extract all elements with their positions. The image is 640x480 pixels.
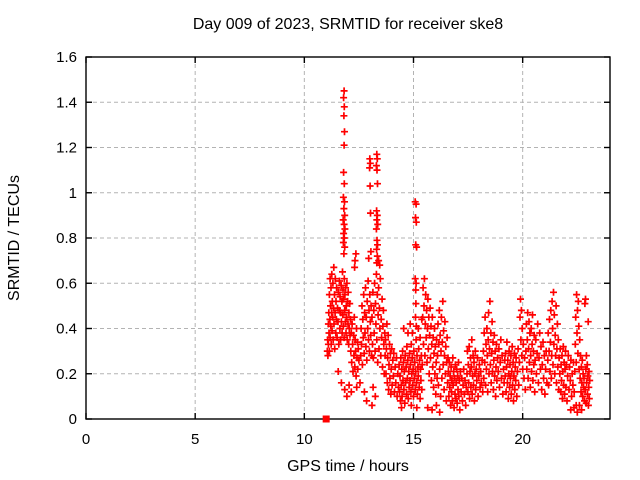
x-tick-label: 10 [296,431,313,448]
y-tick-label: 0 [69,411,77,428]
flagged-point-marker [322,415,330,423]
tick-labels: 0 5 10 15 20 0 0.2 0.4 0.6 0.8 1 1.2 1.4 1.6 [56,49,531,448]
y-tick-label: 1.4 [56,94,77,111]
series-srmtid [323,87,594,416]
y-tick-label: 1.2 [56,140,77,157]
x-tick-label: 5 [191,431,199,448]
axis-ticks [85,56,610,420]
plot-border [85,56,611,420]
x-tick-label: 20 [514,431,531,448]
y-tick-label: 0.8 [56,230,77,247]
y-tick-label: 1.6 [56,49,77,66]
y-tick-label: 0.4 [56,321,77,338]
y-tick-label: 1 [69,185,77,202]
x-axis-label: GPS time / hours [287,458,409,475]
data-points [322,87,594,423]
y-tick-label: 0.6 [56,275,77,292]
chart-title: Day 009 of 2023, SRMTID for receiver ske… [193,16,503,33]
y-axis-label: SRMTID / TECUs [6,175,23,301]
x-tick-label: 15 [405,431,422,448]
y-tick-label: 0.2 [56,366,77,383]
x-tick-label: 0 [82,431,90,448]
